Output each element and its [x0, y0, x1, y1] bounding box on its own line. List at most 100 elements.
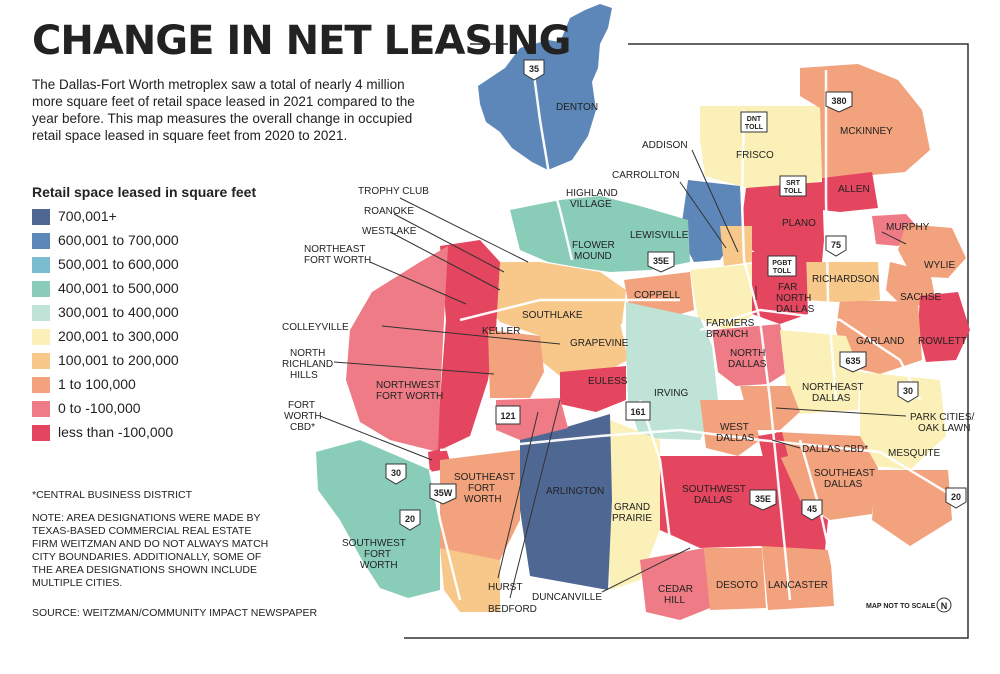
- label-northeast-dallas: NORTHEAST DALLAS: [802, 382, 864, 404]
- shield-30-west: 30: [391, 468, 401, 478]
- label-lewisville: LEWISVILLE: [630, 230, 689, 241]
- area-labels: DENTON FRISCO MCKINNEY ALLEN PLANO MURPH…: [282, 102, 974, 615]
- region-lewisville: [510, 196, 690, 272]
- legend-label: 700,001+: [58, 208, 117, 224]
- region-wylie: [898, 224, 966, 278]
- shield-30-east: 30: [903, 386, 913, 396]
- footnote: *CENTRAL BUSINESS DISTRICT: [32, 489, 193, 501]
- label-highland-village: HIGHLAND VILLAGE: [566, 188, 618, 210]
- label-mckinney: MCKINNEY: [840, 126, 893, 137]
- label-garland: GARLAND: [856, 336, 904, 347]
- label-grapevine: GRAPEVINE: [570, 338, 629, 349]
- legend-swatch: [32, 353, 50, 369]
- region-southeast-fort-worth: [440, 450, 520, 570]
- label-keller: KELLER: [482, 326, 520, 337]
- legend-swatch: [32, 305, 50, 321]
- label-arlington: ARLINGTON: [546, 486, 604, 497]
- region-denton: [478, 4, 612, 170]
- label-duncanville: DUNCANVILLE: [532, 592, 602, 603]
- highway-shields: 35 380 DNT TOLL SRT TOLL 75 PGBT TOLL 35E 6…: [385, 59, 967, 531]
- shield-srt: SRT TOLL: [784, 180, 803, 195]
- label-southeast-dallas: SOUTHEAST DALLAS: [814, 468, 875, 490]
- region-lancaster: [762, 546, 834, 610]
- map-scale-note: MAP NOT TO SCALE: [866, 603, 936, 610]
- label-rowlett: ROWLETT: [918, 336, 967, 347]
- region-southeast-dallas: [776, 432, 878, 520]
- region-euless: [560, 366, 626, 412]
- region-north-dallas: [712, 324, 790, 386]
- label-denton: DENTON: [556, 102, 598, 113]
- label-southlake: SOUTHLAKE: [522, 310, 583, 321]
- region-southeast-fort-worth-south: [440, 548, 500, 612]
- region-desoto: [704, 548, 766, 610]
- label-trophy-club: TROPHY CLUB: [358, 186, 429, 197]
- region-arlington: [520, 414, 612, 590]
- label-fort-worth-cbd: FORT WORTH CBD*: [284, 400, 322, 433]
- label-colleyville: COLLEYVILLE: [282, 322, 349, 333]
- label-hurst: HURST: [488, 582, 522, 593]
- legend-label: 300,001 to 400,000: [58, 304, 179, 320]
- legend-swatch: [32, 401, 50, 417]
- region-northwest-fort-worth: [346, 246, 448, 452]
- shield-75: 75: [831, 240, 841, 250]
- label-allen: ALLEN: [838, 184, 870, 195]
- shield-161: 161: [630, 407, 645, 417]
- legend-swatch: [32, 425, 50, 441]
- label-park-cities: PARK CITIES/OAK LAWN: [910, 412, 974, 434]
- label-mesquite: MESQUITE: [888, 448, 941, 459]
- note-text: NOTE: AREA DESIGNATIONS WERE MADE BY TEX…: [32, 512, 269, 589]
- shield-35e-north: 35E: [653, 256, 669, 266]
- label-euless: EULESS: [588, 376, 628, 387]
- shield-pgbt: PGBT TOLL: [772, 260, 792, 275]
- north-arrow-label: N: [941, 601, 948, 611]
- shield-380: 380: [831, 96, 846, 106]
- label-coppell: COPPELL: [634, 290, 681, 301]
- shield-35w: 35W: [434, 488, 453, 498]
- source-text: SOURCE: WEITZMAN/COMMUNITY IMPACT NEWSPA…: [32, 607, 318, 619]
- shield-45: 45: [807, 504, 817, 514]
- region-plano: [742, 182, 824, 266]
- region-cedar-hill: [640, 548, 710, 620]
- legend-title: Retail space leased in square feet: [32, 184, 257, 200]
- region-richardson: [800, 262, 880, 302]
- label-northeast-fort-worth: NORTHEAST FORT WORTH: [304, 244, 371, 266]
- region-northeast-fort-worth: [436, 240, 500, 452]
- label-cedar-hill: CEDAR HILL: [658, 584, 693, 606]
- legend-label: 600,001 to 700,000: [58, 232, 179, 248]
- legend-label: 1 to 100,000: [58, 376, 136, 392]
- region-grand-prairie: [606, 420, 660, 590]
- region-allen: [822, 172, 878, 212]
- region-frisco: [700, 106, 822, 196]
- shield-635: 635: [845, 356, 860, 366]
- legend-swatch: [32, 281, 50, 297]
- region-grapevine: [540, 322, 628, 376]
- label-southeast-fort-worth: SOUTHEAST FORT WORTH: [454, 472, 515, 505]
- legend-label: less than -100,000: [58, 424, 174, 440]
- legend-swatch: [32, 209, 50, 225]
- shield-20-west: 20: [405, 514, 415, 524]
- shield-35e-south: 35E: [755, 494, 771, 504]
- label-desoto: DESOTO: [716, 580, 758, 591]
- label-wylie: WYLIE: [924, 260, 955, 271]
- region-north-richland-hills: [488, 330, 544, 398]
- region-southeast-dallas-east: [872, 470, 952, 546]
- label-sachse: SACHSE: [900, 292, 941, 303]
- label-carrollton: CARROLLTON: [612, 170, 679, 181]
- region-rowlett: [918, 292, 970, 362]
- label-lancaster: LANCASTER: [768, 580, 828, 591]
- legend-label: 100,001 to 200,000: [58, 352, 179, 368]
- label-north-richland-hills: NORTH RICHLAND HILLS: [282, 348, 333, 381]
- label-frisco: FRISCO: [736, 150, 774, 161]
- label-west-dallas: WEST DALLAS: [716, 422, 755, 444]
- label-flower-mound: FLOWER MOUND: [572, 240, 615, 262]
- label-bedford: BEDFORD: [488, 604, 537, 615]
- label-dallas-cbd: DALLAS CBD*: [802, 444, 868, 455]
- shield-35: 35: [529, 64, 539, 74]
- legend-label: 200,001 to 300,000: [58, 328, 179, 344]
- legend-label: 400,001 to 500,000: [58, 280, 179, 296]
- intro-text: The Dallas-Fort Worth metroplex saw a to…: [32, 77, 415, 143]
- shield-dnt: DNT TOLL: [745, 116, 764, 131]
- page-title: CHANGE IN NET LEASING: [32, 18, 571, 64]
